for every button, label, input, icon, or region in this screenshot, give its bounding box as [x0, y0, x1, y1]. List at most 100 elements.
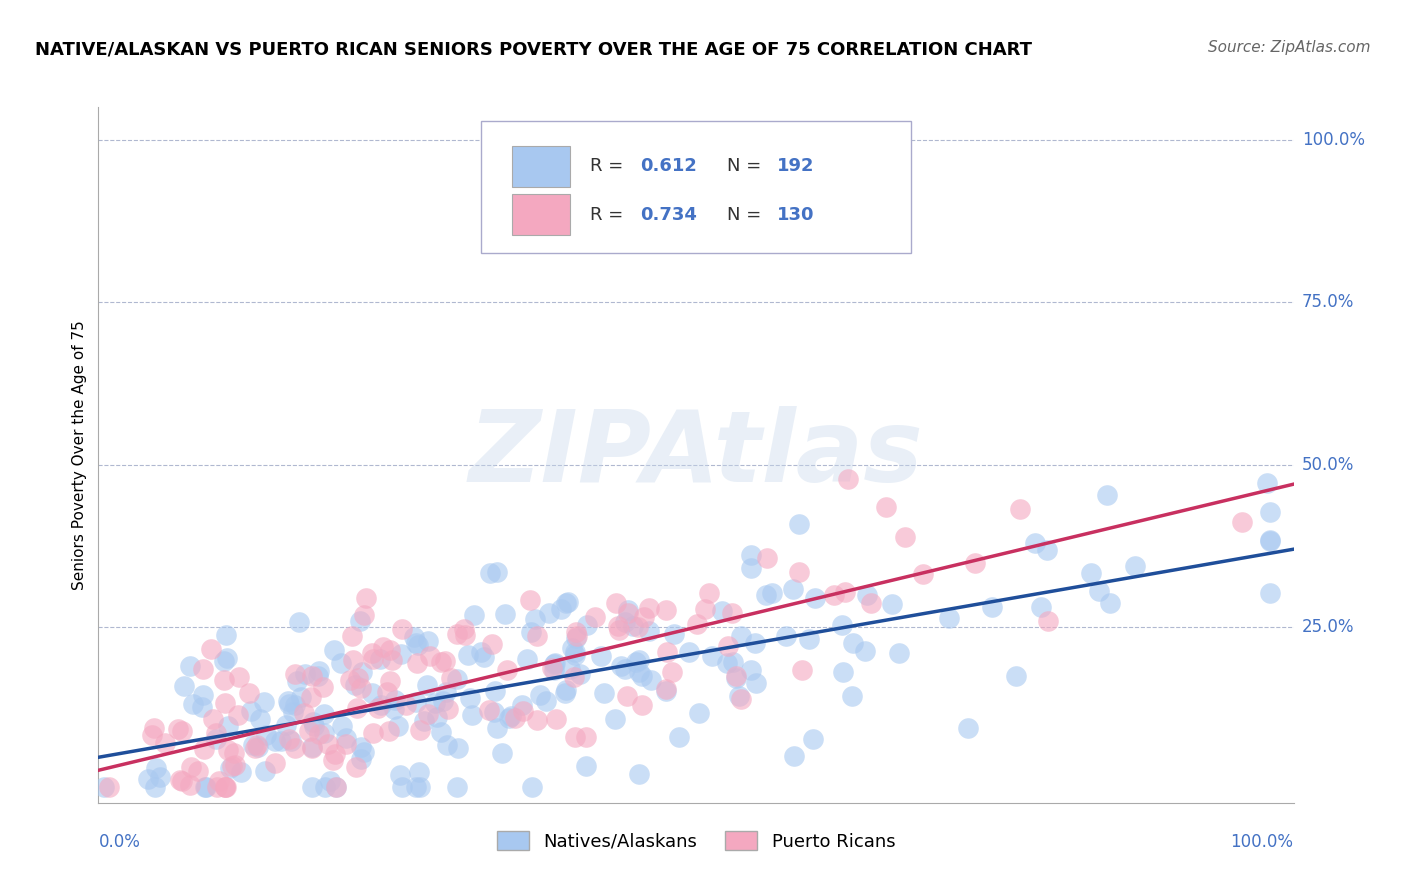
Point	[173, 679, 195, 693]
Point	[418, 706, 440, 721]
Point	[437, 702, 460, 716]
Point	[880, 597, 903, 611]
Point	[370, 698, 392, 712]
Point	[1036, 542, 1059, 557]
Point	[214, 780, 236, 794]
Point	[534, 693, 557, 707]
Point	[217, 650, 239, 665]
Point	[191, 700, 214, 714]
Point	[617, 607, 640, 621]
Point	[494, 607, 516, 622]
Text: 130: 130	[778, 206, 814, 224]
Point	[697, 586, 720, 600]
Point	[831, 665, 853, 679]
Point	[631, 698, 654, 712]
Point	[613, 662, 636, 676]
Point	[391, 622, 413, 636]
Point	[405, 695, 427, 709]
Legend: Natives/Alaskans, Puerto Ricans: Natives/Alaskans, Puerto Ricans	[488, 822, 904, 860]
Point	[607, 624, 630, 638]
Point	[229, 765, 252, 780]
Point	[564, 730, 586, 744]
Point	[288, 615, 311, 630]
Point	[136, 772, 159, 787]
Point	[281, 705, 304, 719]
Point	[688, 706, 710, 720]
Point	[409, 723, 432, 738]
Point	[406, 656, 429, 670]
Point	[350, 740, 373, 755]
Point	[143, 721, 166, 735]
Point	[153, 736, 176, 750]
Text: N =: N =	[727, 157, 768, 175]
FancyBboxPatch shape	[512, 194, 571, 235]
Point	[724, 669, 747, 683]
Point	[956, 721, 979, 735]
Point	[205, 780, 228, 794]
Text: 100.0%: 100.0%	[1230, 833, 1294, 851]
Point	[565, 629, 588, 643]
Point	[621, 618, 644, 632]
Point	[853, 644, 876, 658]
Point	[561, 640, 583, 655]
Point	[346, 671, 368, 685]
Point	[382, 702, 405, 716]
Point	[894, 531, 917, 545]
Point	[640, 673, 662, 687]
Point	[361, 646, 384, 660]
Point	[349, 614, 371, 628]
Point	[537, 606, 560, 620]
Point	[756, 551, 779, 566]
Point	[686, 617, 709, 632]
Point	[662, 627, 685, 641]
Point	[523, 612, 546, 626]
Point	[280, 734, 302, 748]
Point	[194, 780, 217, 794]
Point	[200, 641, 222, 656]
Point	[841, 689, 863, 703]
Point	[498, 711, 520, 725]
Point	[254, 764, 277, 778]
Point	[614, 615, 637, 630]
Point	[520, 624, 543, 639]
Point	[744, 636, 766, 650]
Point	[149, 770, 172, 784]
Point	[628, 767, 651, 781]
Point	[485, 721, 508, 735]
Point	[831, 618, 853, 632]
Point	[264, 734, 287, 748]
Point	[402, 631, 425, 645]
Point	[214, 654, 236, 668]
Point	[214, 696, 236, 710]
Point	[290, 690, 312, 704]
Point	[277, 693, 299, 707]
Point	[555, 682, 578, 697]
Point	[603, 712, 626, 726]
Point	[354, 591, 377, 606]
Point	[630, 669, 652, 683]
Point	[655, 603, 678, 617]
Point	[543, 657, 565, 672]
Point	[775, 629, 797, 643]
Point	[593, 686, 616, 700]
Point	[301, 741, 323, 756]
Point	[312, 726, 335, 740]
Point	[1088, 583, 1111, 598]
Point	[395, 698, 418, 712]
Point	[389, 768, 412, 782]
Text: 75.0%: 75.0%	[1302, 293, 1354, 311]
Point	[409, 780, 432, 794]
Point	[740, 561, 762, 575]
Point	[335, 731, 357, 745]
Point	[193, 662, 215, 676]
Point	[349, 681, 371, 695]
Point	[461, 707, 484, 722]
Point	[628, 665, 651, 680]
Point	[633, 609, 655, 624]
Text: 192: 192	[778, 157, 814, 175]
Point	[215, 628, 238, 642]
Point	[217, 719, 239, 733]
Point	[981, 600, 1004, 615]
Point	[98, 780, 121, 794]
Point	[740, 663, 762, 677]
